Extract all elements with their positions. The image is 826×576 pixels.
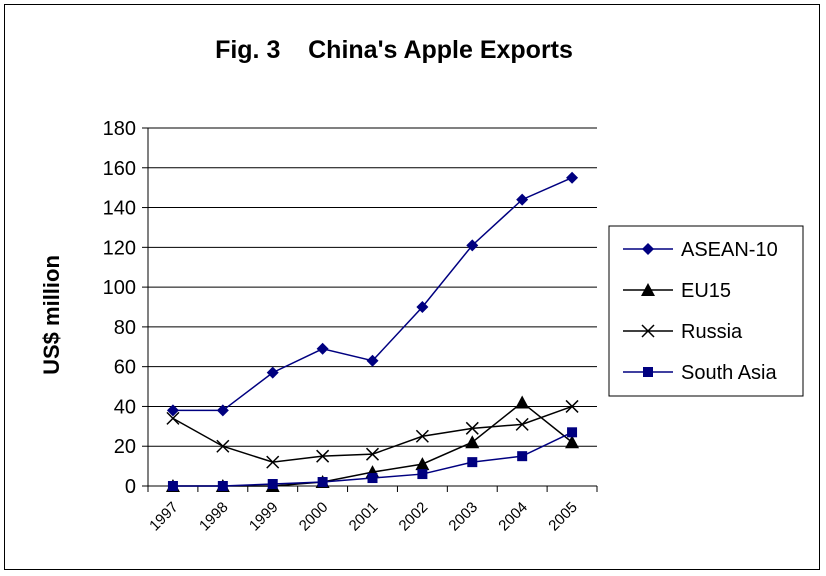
y-tick-label-80: 80 — [114, 317, 136, 339]
y-axis-title: US$ million — [39, 255, 64, 375]
y-tick-label-140: 140 — [103, 198, 136, 220]
point-russia-2003 — [465, 421, 479, 435]
legend-label-russia: Russia — [681, 321, 743, 343]
point-south-asia-2000 — [317, 477, 328, 488]
y-tick-label-120: 120 — [103, 237, 136, 259]
plot-area: 0 20 40 60 80 100 120 140 160 180 1997 1998 1999 2000… — [103, 118, 598, 535]
x-tick-label-2003: 2003 — [445, 499, 481, 535]
point-russia-1999-stroke-b — [266, 455, 280, 469]
point-south-asia-1999 — [267, 479, 278, 490]
point-russia-2002 — [415, 429, 429, 443]
point-asean-10-2001 — [366, 354, 379, 367]
point-russia-2005-stroke-b — [565, 399, 579, 413]
x-tick-label-1998: 1998 — [196, 499, 232, 535]
point-south-asia-1998 — [217, 481, 228, 491]
y-tick-label-20: 20 — [114, 436, 136, 458]
point-eu15-2003 — [465, 435, 480, 449]
legend: ASEAN-10 EU15 Russia South Asia — [608, 225, 804, 397]
point-russia-1998-stroke-b — [216, 439, 230, 453]
y-tick-label-0: 0 — [125, 476, 136, 498]
x-tick-label-2002: 2002 — [396, 499, 432, 535]
x-tick-label-2000: 2000 — [296, 499, 332, 535]
x-tick-label-2005: 2005 — [545, 499, 581, 535]
chart-title: Fig. 3 China's Apple Exports — [215, 36, 573, 64]
y-tick-label-180: 180 — [103, 118, 136, 140]
legend-marker-asean-10 — [642, 243, 654, 255]
x-tick-label-2001: 2001 — [346, 499, 382, 535]
point-south-asia-2001 — [367, 473, 378, 484]
y-tick-label-160: 160 — [103, 158, 136, 180]
point-russia-1997 — [166, 411, 180, 425]
point-russia-2005 — [565, 399, 579, 413]
point-south-asia-2003 — [467, 457, 478, 468]
legend-box — [608, 225, 804, 397]
point-asean-10-2003 — [466, 239, 479, 252]
y-tick-label-40: 40 — [114, 396, 136, 418]
legend-label-south-asia: South Asia — [681, 362, 778, 384]
point-russia-2000-stroke-b — [316, 449, 330, 463]
y-tick-label-60: 60 — [114, 357, 136, 379]
point-south-asia-2004 — [517, 451, 528, 462]
point-asean-10-2005 — [566, 171, 579, 184]
x-tick-label-1999: 1999 — [246, 499, 282, 535]
point-russia-1999 — [266, 455, 280, 469]
chart-frame: Fig. 3 China's Apple Exports US$ million… — [4, 4, 820, 570]
legend-label-asean-10: ASEAN-10 — [681, 239, 778, 261]
point-russia-2001 — [365, 447, 380, 461]
point-russia-1997-stroke-b — [166, 411, 180, 425]
x-tick-label-1997: 1997 — [146, 499, 182, 535]
point-south-asia-2002 — [417, 469, 428, 480]
point-russia-1998 — [216, 439, 230, 453]
point-asean-10-1999 — [266, 366, 279, 379]
legend-marker-south-asia — [643, 367, 653, 377]
point-asean-10-1998 — [216, 404, 229, 417]
legend-marker-russia — [641, 324, 655, 338]
legend-label-eu15: EU15 — [681, 280, 731, 302]
point-eu15-2004 — [515, 395, 530, 409]
x-tick-label-2004: 2004 — [495, 499, 531, 535]
point-russia-2004-stroke-b — [515, 417, 529, 431]
point-russia-2000 — [316, 449, 330, 463]
chart-svg: Fig. 3 China's Apple Exports US$ million… — [39, 36, 804, 535]
point-russia-2001-stroke-b — [365, 447, 380, 461]
point-eu15-2005 — [565, 435, 580, 449]
point-russia-2003-stroke-b — [465, 421, 479, 435]
point-russia-2004 — [515, 417, 529, 431]
point-south-asia-2005 — [567, 427, 578, 438]
point-russia-2002-stroke-b — [415, 429, 429, 443]
point-asean-10-1997 — [166, 404, 179, 417]
y-tick-label-100: 100 — [103, 277, 136, 299]
point-asean-10-2002 — [416, 301, 429, 313]
legend-marker-eu15 — [641, 283, 655, 296]
point-asean-10-2004 — [516, 193, 529, 206]
series-line-asean-10 — [172, 177, 573, 412]
legend-marker-russia-stroke-b — [641, 324, 655, 338]
point-eu15-2002 — [415, 457, 430, 471]
point-south-asia-1997 — [167, 481, 178, 491]
point-asean-10-2000 — [316, 342, 329, 355]
